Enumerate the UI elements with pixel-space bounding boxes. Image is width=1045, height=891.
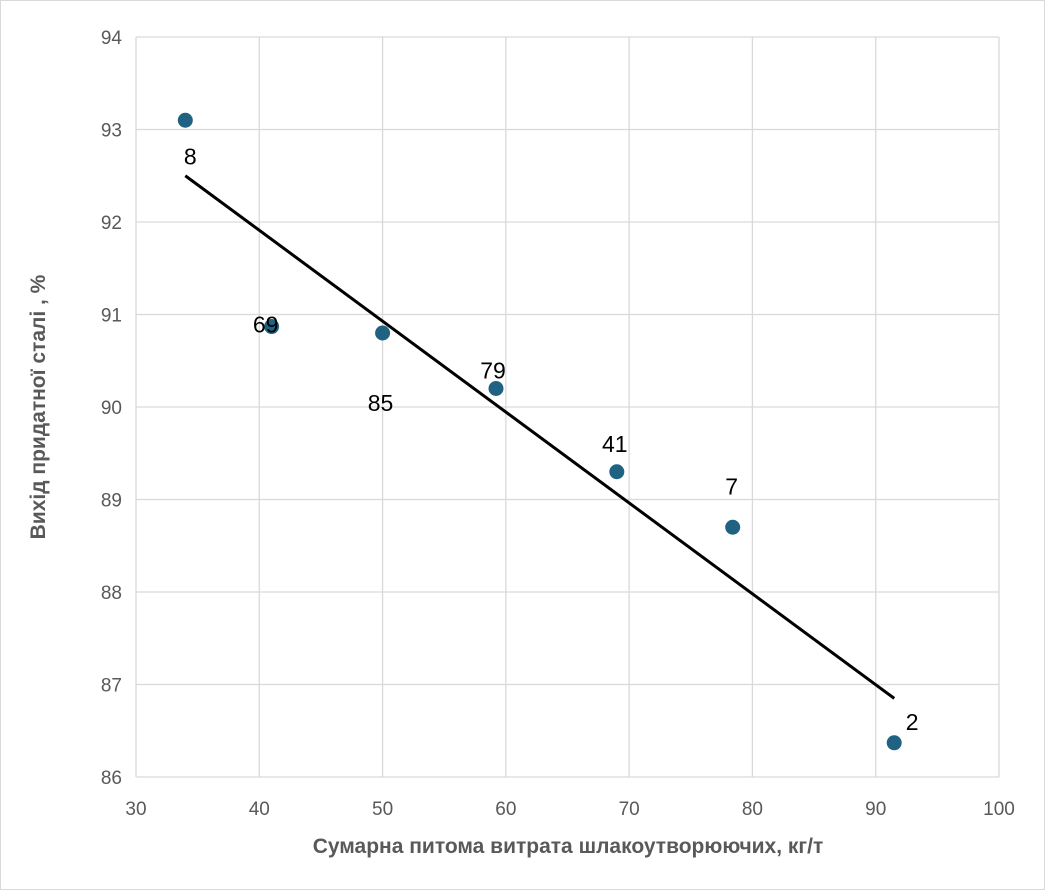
x-tick-label: 50 (372, 799, 393, 820)
x-tick-label: 40 (249, 799, 270, 820)
data-point (609, 464, 625, 480)
data-points (177, 112, 902, 751)
y-tick-label: 92 (101, 213, 122, 234)
y-tick-label: 91 (101, 306, 122, 327)
y-tick-label: 90 (101, 398, 122, 419)
data-label: 2 (906, 709, 919, 735)
y-axis-title: Вихід придатної сталі , % (27, 274, 50, 539)
data-label: 41 (602, 431, 628, 457)
x-tick-label: 100 (983, 799, 1015, 820)
data-point (488, 381, 504, 396)
x-tick-label: 90 (865, 799, 886, 820)
trendline-layer (184, 174, 896, 700)
data-point (375, 325, 391, 341)
data-label: 7 (725, 473, 738, 499)
data-point (886, 735, 902, 751)
data-label: 85 (368, 390, 394, 416)
gridlines (135, 36, 1000, 778)
y-tick-label: 87 (101, 676, 122, 697)
y-tick-label: 94 (101, 28, 123, 49)
data-labels: 8 69 85 79 41 7 2 (184, 143, 919, 735)
x-tick-label: 80 (742, 799, 763, 820)
y-tick-label: 89 (101, 491, 122, 512)
data-point (177, 112, 193, 128)
y-tick-label: 88 (101, 583, 122, 604)
data-label: 8 (184, 143, 197, 169)
data-label: 69 (253, 312, 279, 338)
y-tick-label: 86 (101, 768, 122, 789)
trendline (184, 174, 896, 700)
data-point (264, 319, 280, 335)
data-point (725, 519, 741, 535)
x-tick-label: 60 (495, 799, 516, 820)
y-tick-label: 93 (101, 121, 122, 142)
data-label: 79 (480, 358, 506, 384)
x-tick-label: 70 (619, 799, 640, 820)
x-axis-title: Сумарна питома витрата шлакоутворюючих, … (313, 835, 824, 858)
x-tick-label: 30 (125, 799, 146, 820)
